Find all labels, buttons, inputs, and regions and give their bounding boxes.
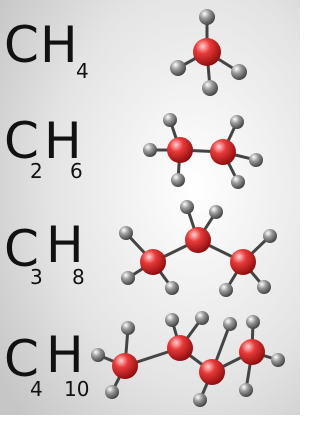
element-symbol: C xyxy=(4,16,39,74)
atom-count: 4 xyxy=(76,59,89,83)
element-symbol: C xyxy=(4,220,39,278)
element-symbol: H xyxy=(46,216,84,274)
atom-count: 2 xyxy=(30,159,43,183)
atom-count: 8 xyxy=(72,265,85,289)
atom-count: 3 xyxy=(30,265,43,289)
molecule-model xyxy=(91,311,285,407)
illustration: C H 4 C 2 H 6 C 3 H 8 C 4 H 10 xyxy=(0,0,300,443)
formula: C H 4 xyxy=(4,16,89,83)
element-symbol: H xyxy=(40,16,78,74)
element-symbol: H xyxy=(44,112,82,170)
formula: C 2 H 6 xyxy=(4,112,83,183)
element-symbol: C xyxy=(4,330,39,388)
page: C H 4 C 2 H 6 C 3 H 8 C 4 H 10 xyxy=(0,0,300,443)
molecule-model xyxy=(143,113,263,189)
atom-count: 6 xyxy=(70,159,83,183)
molecule-model xyxy=(119,200,277,297)
formula: C 4 H 10 xyxy=(4,326,89,401)
atom-count: 4 xyxy=(30,377,43,401)
molecule-model xyxy=(170,9,247,96)
element-symbol: H xyxy=(46,326,84,384)
atom-count: 10 xyxy=(64,377,89,401)
formula: C 3 H 8 xyxy=(4,216,85,289)
footer-strip xyxy=(0,415,300,443)
element-symbol: C xyxy=(4,112,39,170)
